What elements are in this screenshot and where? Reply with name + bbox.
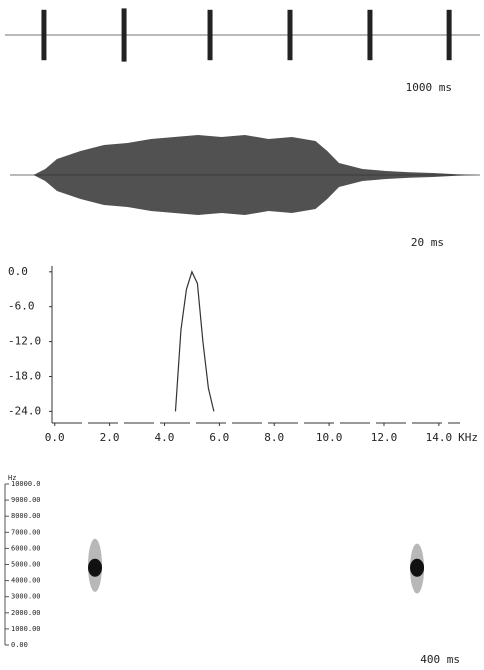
waveform-envelope — [10, 135, 480, 215]
x-tick-label: 10.0 — [316, 431, 343, 444]
y-tick-label: 3000.00 — [11, 593, 41, 601]
y-tick-label: 4000.00 — [11, 577, 41, 585]
spectrogram-core — [88, 558, 103, 577]
y-tick-label: 8000.00 — [11, 512, 41, 520]
y-tick-label: -6.0 — [8, 300, 35, 313]
x-tick-label: 4.0 — [155, 431, 175, 444]
scale-label: 1000 ms — [406, 81, 452, 94]
y-tick-label: 9000.00 — [11, 496, 41, 504]
pulse — [367, 9, 373, 61]
x-unit: KHz — [458, 431, 478, 444]
x-tick-label: 6.0 — [209, 431, 229, 444]
spectrum-line — [174, 270, 215, 412]
pulse — [121, 8, 127, 62]
y-tick-label: 2000.00 — [11, 609, 41, 617]
scale-label: 20 ms — [411, 236, 444, 249]
pulse — [287, 9, 293, 61]
y-tick-label: -24.0 — [8, 404, 41, 417]
y-tick-label: 10000.0 — [11, 480, 41, 488]
x-tick-label: 2.0 — [100, 431, 120, 444]
x-tick-label: 14.0 — [426, 431, 453, 444]
pulse — [41, 9, 47, 61]
x-tick-label: 0.0 — [45, 431, 65, 444]
y-tick-label: 5000.00 — [11, 561, 41, 569]
y-tick-label: 7000.00 — [11, 528, 41, 536]
y-tick-label: 6000.00 — [11, 544, 41, 552]
y-unit: Hz — [8, 474, 16, 482]
y-tick-label: 1000.00 — [11, 625, 41, 633]
y-tick-label: 0.0 — [8, 265, 28, 278]
pulse — [207, 9, 213, 61]
y-tick-label: 0.00 — [11, 641, 28, 649]
pulse — [446, 9, 452, 61]
x-tick-label: 12.0 — [371, 431, 398, 444]
spectrogram-core — [410, 558, 425, 577]
y-tick-label: -18.0 — [8, 369, 41, 382]
y-tick-label: -12.0 — [8, 335, 41, 348]
scale-label: 400 ms — [420, 653, 460, 666]
x-tick-label: 8.0 — [264, 431, 284, 444]
